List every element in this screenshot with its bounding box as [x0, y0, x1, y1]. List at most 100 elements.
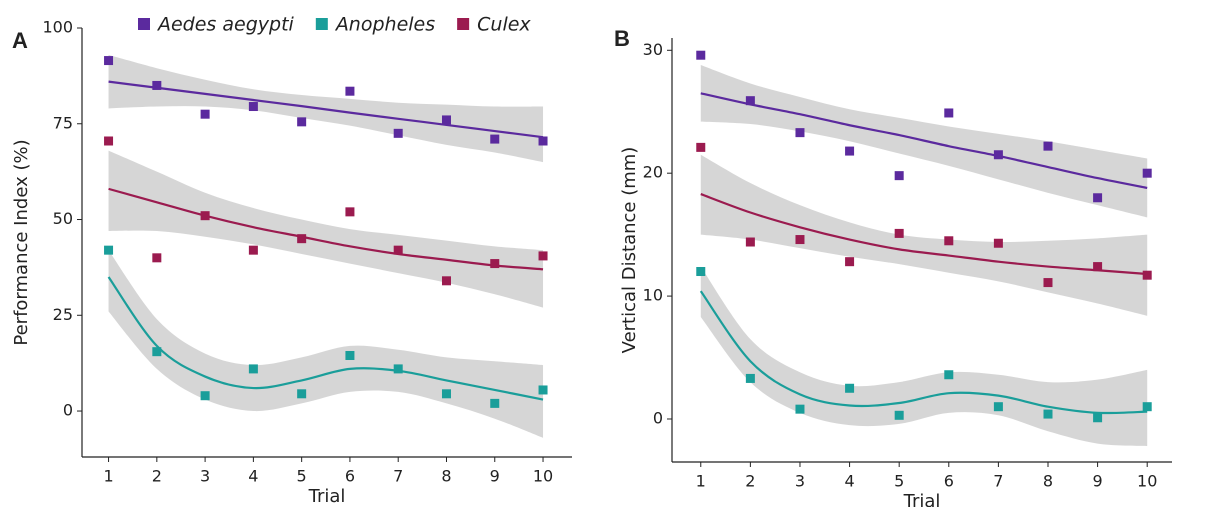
x-tick-label: 9	[1093, 472, 1103, 491]
x-tick-label: 5	[894, 472, 904, 491]
data-point	[993, 402, 1003, 412]
data-point	[490, 134, 500, 144]
data-point	[393, 245, 403, 255]
data-point	[1093, 262, 1103, 272]
x-tick-label: 5	[297, 467, 307, 486]
data-point	[993, 150, 1003, 160]
data-point	[297, 389, 307, 399]
data-point	[894, 410, 904, 420]
data-point	[345, 207, 355, 217]
legend-swatch	[457, 18, 470, 30]
legend-label: Culex	[477, 14, 531, 36]
data-point	[104, 136, 114, 146]
confidence-band	[108, 250, 544, 438]
confidence-band	[108, 150, 544, 308]
fit-line	[107, 276, 544, 401]
legend-label: Aedes aegypti	[156, 14, 295, 36]
legend-swatch	[315, 18, 328, 30]
data-point	[944, 236, 954, 246]
y-axis-title: Performance Index (%)	[11, 139, 32, 345]
data-point	[696, 267, 706, 277]
data-point	[845, 257, 855, 267]
data-point	[745, 373, 755, 383]
data-point	[538, 136, 548, 146]
legend-swatch	[138, 18, 150, 30]
x-tick-label: 3	[795, 472, 805, 491]
data-point	[1093, 413, 1103, 423]
data-point	[490, 259, 500, 269]
data-point	[393, 128, 403, 138]
data-point	[944, 370, 954, 380]
data-point	[490, 398, 500, 408]
data-point	[104, 56, 114, 66]
data-point	[1043, 409, 1053, 419]
x-tick-label: 2	[745, 472, 755, 491]
y-axis-title: Vertical Distance (mm)	[619, 147, 640, 354]
data-point	[248, 364, 258, 374]
fit-line	[108, 187, 544, 271]
confidence-band	[700, 154, 1148, 316]
x-tick-label: 3	[200, 467, 210, 486]
x-tick-label: 10	[533, 467, 553, 486]
data-point	[1142, 168, 1152, 178]
data-point	[152, 347, 162, 357]
x-axis-title: Trial	[308, 486, 346, 507]
x-tick-label: 6	[345, 467, 355, 486]
x-tick-label: 7	[993, 472, 1003, 491]
fit-line	[108, 80, 544, 139]
x-tick-label: 4	[248, 467, 258, 486]
y-tick-label: 50	[53, 209, 73, 228]
data-point	[845, 383, 855, 393]
legend: Aedes aegypti Anopheles Culex	[138, 14, 531, 36]
data-point	[993, 238, 1003, 248]
data-point	[894, 171, 904, 181]
y-tick-label: 100	[42, 18, 73, 37]
data-point	[297, 234, 307, 244]
y-tick-label: 30	[643, 40, 663, 59]
y-tick-label: 25	[53, 305, 73, 324]
y-tick-label: 0	[653, 408, 663, 427]
data-point	[795, 404, 805, 414]
data-point	[441, 389, 451, 399]
data-point	[1043, 278, 1053, 288]
data-point	[1093, 193, 1103, 203]
data-point	[441, 115, 451, 125]
data-point	[1142, 270, 1152, 280]
data-point	[393, 364, 403, 374]
data-point	[845, 146, 855, 156]
x-tick-label: 2	[152, 467, 162, 486]
panel-label: B	[614, 26, 630, 51]
x-tick-label: 8	[441, 467, 451, 486]
x-tick-label: 8	[1043, 472, 1053, 491]
data-point	[538, 385, 548, 395]
data-point	[200, 391, 210, 401]
data-point	[345, 86, 355, 96]
data-point	[795, 128, 805, 138]
panel-label: A	[12, 28, 28, 53]
data-point	[248, 102, 258, 112]
data-point	[152, 253, 162, 263]
data-point	[696, 50, 706, 60]
data-point	[538, 251, 548, 261]
x-tick-label: 6	[944, 472, 954, 491]
x-tick-label: 7	[393, 467, 403, 486]
data-point	[200, 109, 210, 119]
data-point	[944, 108, 954, 118]
data-point	[152, 80, 162, 90]
data-point	[248, 245, 258, 255]
fit-line	[700, 92, 1148, 190]
data-point	[894, 228, 904, 238]
legend-label: Anopheles	[334, 14, 435, 36]
x-tick-label: 9	[490, 467, 500, 486]
data-point	[297, 117, 307, 127]
y-tick-label: 10	[643, 286, 663, 305]
confidence-band	[700, 266, 1148, 447]
x-tick-label: 4	[844, 472, 854, 491]
data-point	[441, 276, 451, 286]
data-point	[200, 211, 210, 221]
data-point	[104, 245, 114, 255]
y-tick-label: 20	[643, 163, 663, 182]
data-point	[345, 350, 355, 360]
data-point	[745, 237, 755, 247]
